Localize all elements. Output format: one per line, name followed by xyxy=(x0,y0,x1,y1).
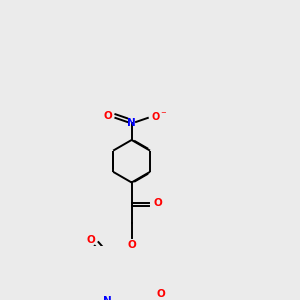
Text: O$^-$: O$^-$ xyxy=(151,110,167,122)
Text: N: N xyxy=(103,296,112,300)
Text: O: O xyxy=(156,289,165,299)
Text: O: O xyxy=(153,198,162,208)
Text: O: O xyxy=(104,111,112,121)
Text: N: N xyxy=(127,118,136,128)
Text: O: O xyxy=(127,240,136,250)
Text: O: O xyxy=(87,235,95,245)
